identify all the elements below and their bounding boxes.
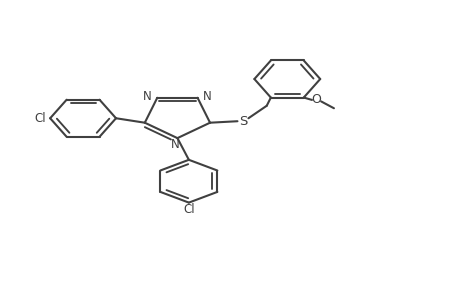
Text: N: N xyxy=(203,90,212,103)
Text: Cl: Cl xyxy=(183,202,194,216)
Text: Cl: Cl xyxy=(34,112,46,125)
Text: S: S xyxy=(238,115,246,128)
Text: O: O xyxy=(311,93,321,106)
Text: N: N xyxy=(170,138,179,151)
Text: N: N xyxy=(142,90,151,103)
